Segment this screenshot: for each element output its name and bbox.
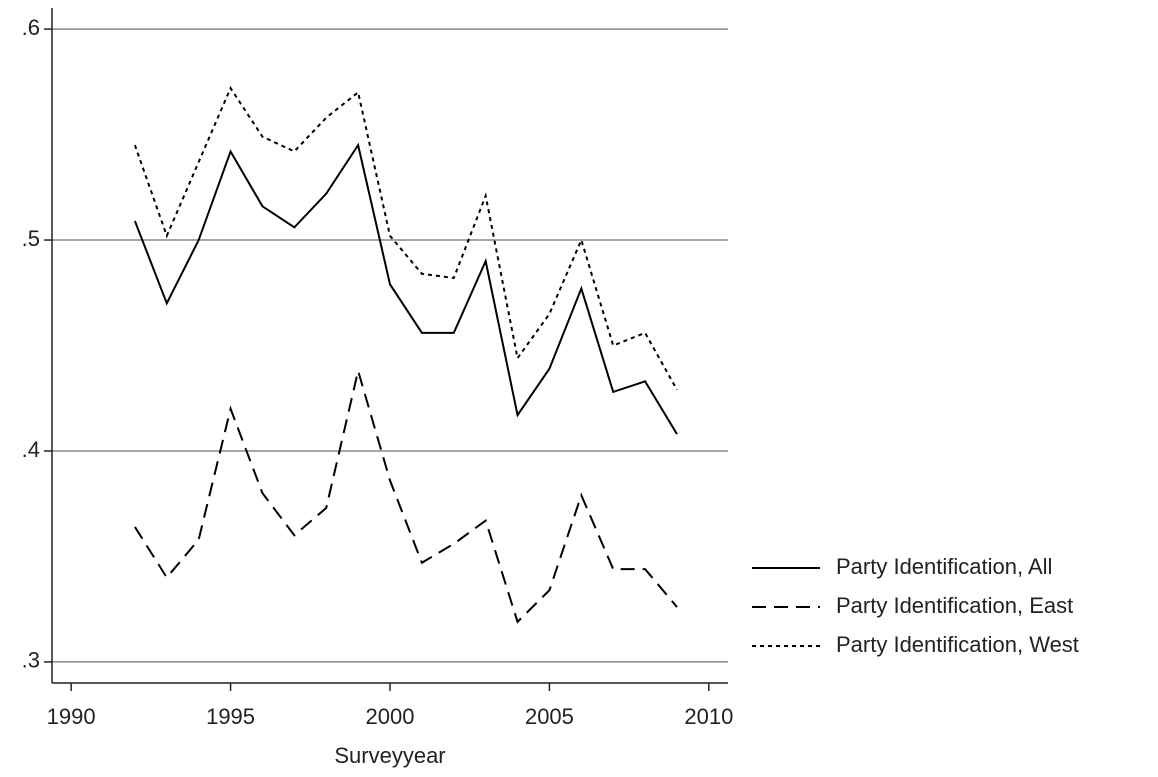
legend-label: Party Identification, West <box>836 632 1079 657</box>
x-tick-label: 2000 <box>366 704 415 729</box>
series-line <box>134 366 678 624</box>
y-tick-label: .6 <box>22 15 40 40</box>
x-tick-label: 2010 <box>684 704 733 729</box>
x-axis-label: Surveyyear <box>334 743 445 768</box>
y-tick-label: .5 <box>22 226 40 251</box>
x-tick-label: 1990 <box>47 704 96 729</box>
x-tick-label: 2005 <box>525 704 574 729</box>
legend-label: Party Identification, All <box>836 554 1052 579</box>
series-line <box>133 86 678 391</box>
y-tick-label: .4 <box>22 437 40 462</box>
series-line <box>133 142 678 435</box>
legend-label: Party Identification, East <box>836 593 1073 618</box>
y-tick-label: .3 <box>22 648 40 673</box>
x-tick-label: 1995 <box>206 704 255 729</box>
